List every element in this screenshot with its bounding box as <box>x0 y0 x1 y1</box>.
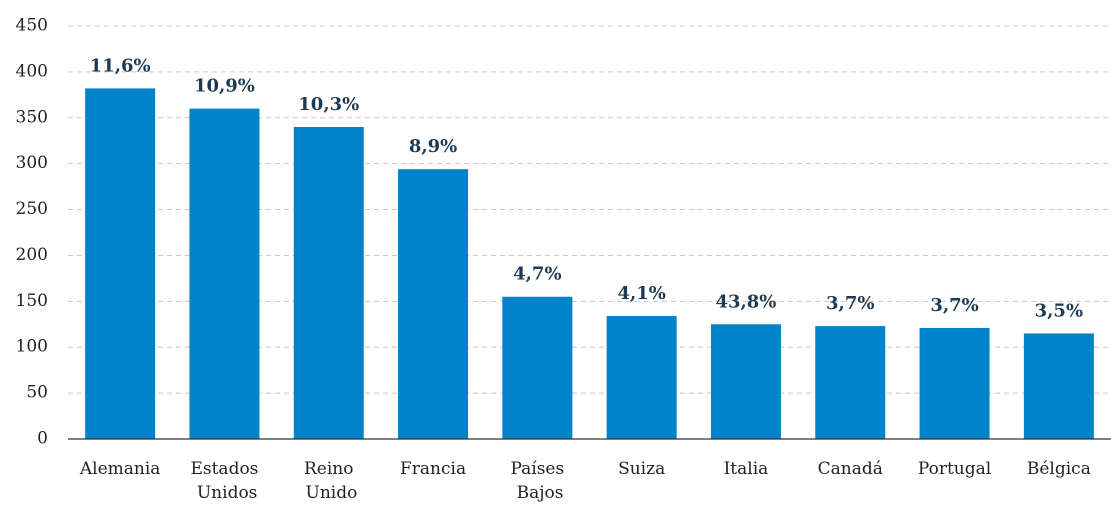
x-tick-label: Suiza <box>618 459 665 479</box>
bar-label: 10,9% <box>194 76 255 97</box>
x-tick-label: Francia <box>400 459 466 479</box>
bar <box>85 88 156 440</box>
y-tick-label: 350 <box>16 107 48 127</box>
x-tick-label: Estados Unidos <box>190 459 258 503</box>
bar <box>398 169 469 439</box>
y-tick-label: 300 <box>16 153 48 173</box>
bar <box>606 316 677 439</box>
bar <box>189 108 260 439</box>
bar <box>815 326 886 439</box>
bar-label: 43,8% <box>715 291 776 312</box>
bar-label: 3,7% <box>826 293 874 314</box>
y-tick-label: 100 <box>16 337 48 357</box>
bar <box>710 324 781 439</box>
bar <box>919 327 990 439</box>
bar-label: 3,7% <box>930 295 978 316</box>
bar-label: 10,3% <box>298 94 359 115</box>
x-tick-label: Portugal <box>918 459 991 479</box>
bar-label: 4,7% <box>513 264 561 285</box>
x-tick-label: Reino Unido <box>300 459 357 503</box>
bar-label: 4,1% <box>617 283 665 304</box>
y-tick-label: 250 <box>16 199 48 219</box>
x-tick-label: Italia <box>724 459 769 479</box>
y-tick-label: 450 <box>16 16 48 36</box>
x-tick-label: Países Bajos <box>510 459 564 503</box>
y-tick-label: 50 <box>26 383 48 403</box>
bar <box>502 296 573 439</box>
bar-label: 11,6% <box>90 55 151 76</box>
bar-label: 3,5% <box>1035 300 1083 321</box>
y-tick-label: 400 <box>16 61 48 81</box>
bar <box>293 126 364 439</box>
bar-label: 8,9% <box>409 136 457 157</box>
y-tick-label: 150 <box>16 291 48 311</box>
y-tick-label: 200 <box>16 245 48 265</box>
bar <box>1023 333 1094 439</box>
x-tick-label: Canadá <box>818 459 883 479</box>
y-tick-label: 0 <box>37 429 48 449</box>
x-tick-label: Bélgica <box>1027 459 1091 479</box>
x-tick-label: Alemania <box>79 459 161 479</box>
